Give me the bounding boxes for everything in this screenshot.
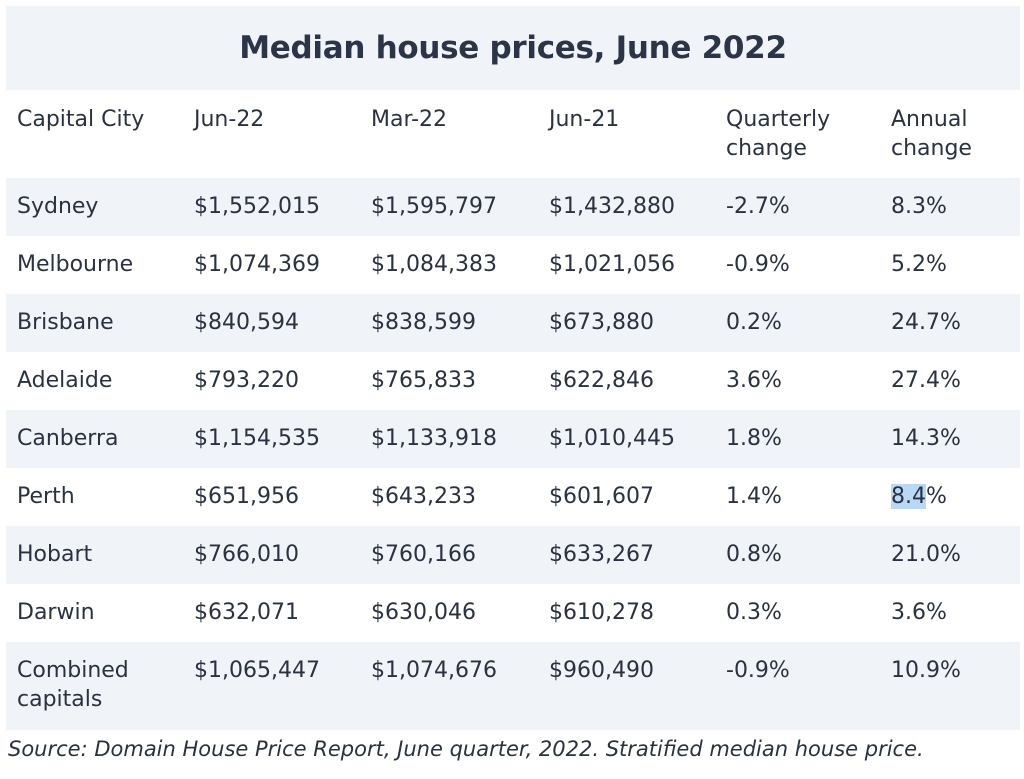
cell-mar-22: $765,833 [371,368,476,393]
cell-city: Perth [17,484,75,509]
cell-jun-22: $651,956 [194,484,299,509]
cell-jun-21: $1,432,880 [549,194,675,219]
cell-city: Hobart [17,542,93,567]
cell-quarterly-change: 1.4% [726,484,782,509]
cell-city: Melbourne [17,252,134,277]
cell-annual-change-selected[interactable]: 8.4% [891,484,947,509]
cell-jun-21: $633,267 [549,542,654,567]
cell-jun-21: $601,607 [549,484,654,509]
cell-quarterly-change: 3.6% [726,368,782,393]
column-header-jun-22: Jun-22 [194,107,265,132]
cell-quarterly-change: -0.9% [726,658,790,683]
cell-annual-change: 21.0% [891,542,961,567]
cell-city: Brisbane [17,310,114,335]
cell-jun-21: $673,880 [549,310,654,335]
table-row: Hobart $766,010 $760,166 $633,267 0.8% 2… [6,526,1020,584]
cell-annual-change: 8.3% [891,194,947,219]
price-table-card: Median house prices, June 2022 Capital C… [6,6,1020,730]
cell-annual-change: 3.6% [891,600,947,625]
column-header-city: Capital City [17,107,145,132]
cell-jun-22: $840,594 [194,310,299,335]
cell-mar-22: $1,084,383 [371,252,497,277]
column-header-annual-change: Annual change [891,107,972,161]
column-header-jun-21: Jun-21 [549,107,620,132]
cell-annual-change: 10.9% [891,658,961,683]
table-title: Median house prices, June 2022 [239,30,787,66]
header-row: Capital City Jun-22 Mar-22 Jun-21 Quarte… [6,90,1020,178]
cell-jun-21: $1,021,056 [549,252,675,277]
cell-annual-change: 24.7% [891,310,961,335]
cell-jun-21: $610,278 [549,600,654,625]
cell-jun-22: $793,220 [194,368,299,393]
cell-mar-22: $643,233 [371,484,476,509]
cell-mar-22: $1,133,918 [371,426,497,451]
cell-jun-22: $632,071 [194,600,299,625]
cell-city: Combined capitals [17,658,129,712]
cell-mar-22: $838,599 [371,310,476,335]
cell-jun-22: $1,065,447 [194,658,320,683]
cell-annual-change: 14.3% [891,426,961,451]
cell-quarterly-change: -2.7% [726,194,790,219]
table-row: Darwin $632,071 $630,046 $610,278 0.3% 3… [6,584,1020,642]
table-row: Brisbane $840,594 $838,599 $673,880 0.2%… [6,294,1020,352]
cell-jun-21: $1,010,445 [549,426,675,451]
column-header-mar-22: Mar-22 [371,107,448,132]
cell-quarterly-change: 1.8% [726,426,782,451]
table-row: Combined capitals $1,065,447 $1,074,676 … [6,642,1020,730]
cell-quarterly-change: 0.8% [726,542,782,567]
cell-jun-21: $622,846 [549,368,654,393]
cell-jun-21: $960,490 [549,658,654,683]
cell-jun-22: $766,010 [194,542,299,567]
selected-text[interactable]: 8.4 [891,484,926,509]
cell-city: Darwin [17,600,95,625]
table-row: Adelaide $793,220 $765,833 $622,846 3.6%… [6,352,1020,410]
cell-mar-22: $760,166 [371,542,476,567]
cell-jun-22: $1,552,015 [194,194,320,219]
source-note: Source: Domain House Price Report, June … [8,737,924,761]
cell-mar-22: $630,046 [371,600,476,625]
cell-annual-change: 27.4% [891,368,961,393]
table-row: Sydney $1,552,015 $1,595,797 $1,432,880 … [6,178,1020,236]
table-row: Perth $651,956 $643,233 $601,607 1.4% 8.… [6,468,1020,526]
cell-jun-22: $1,074,369 [194,252,320,277]
title-bar: Median house prices, June 2022 [6,6,1020,90]
price-table: Capital City Jun-22 Mar-22 Jun-21 Quarte… [6,90,1020,730]
column-header-quarterly-change: Quarterly change [726,107,831,161]
cell-jun-22: $1,154,535 [194,426,320,451]
table-row: Melbourne $1,074,369 $1,084,383 $1,021,0… [6,236,1020,294]
cell-city: Adelaide [17,368,113,393]
cell-mar-22: $1,074,676 [371,658,497,683]
cell-quarterly-change: -0.9% [726,252,790,277]
cell-annual-change: 5.2% [891,252,947,277]
cell-mar-22: $1,595,797 [371,194,497,219]
cell-quarterly-change: 0.3% [726,600,782,625]
cell-city: Canberra [17,426,119,451]
table-row: Canberra $1,154,535 $1,133,918 $1,010,44… [6,410,1020,468]
cell-city: Sydney [17,194,99,219]
cell-quarterly-change: 0.2% [726,310,782,335]
